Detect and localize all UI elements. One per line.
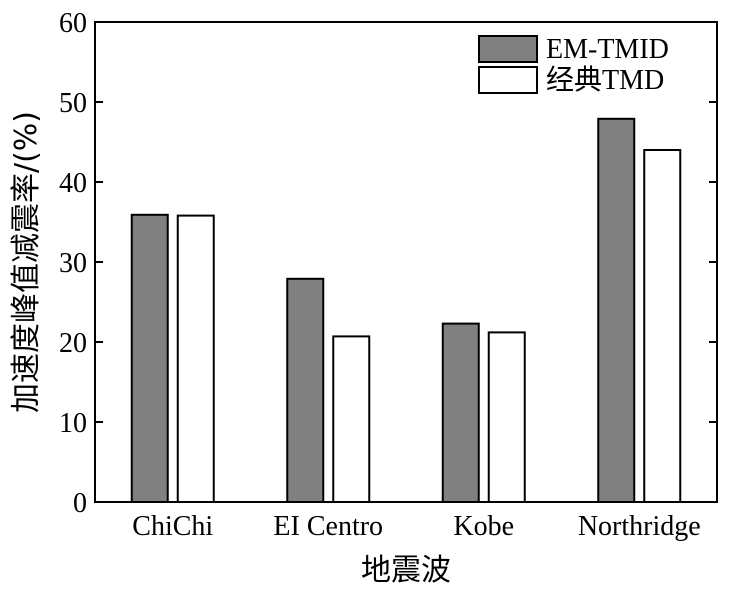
bar-classic-tmd-northridge [643, 149, 682, 503]
y-tick-label: 60 [59, 8, 87, 39]
bar-classic-tmd-kobe [487, 331, 526, 503]
bar-classic-tmd-chichi [176, 214, 215, 503]
y-axis: 0 10 20 30 40 50 60 [59, 8, 717, 519]
legend: EM-TMID 经典TMD [478, 34, 669, 96]
legend-swatch-classic-tmd [478, 66, 538, 94]
bar-em-tmid-northridge [597, 117, 636, 504]
y-axis-title: 加速度峰值减震率/(%) [9, 111, 44, 413]
bar-em-tmid-chichi [130, 213, 169, 504]
x-tick-label: EI Centro [273, 511, 383, 542]
y-tick-label: 20 [59, 328, 87, 359]
x-axis-title: 地震波 [361, 553, 451, 588]
y-tick-label: 10 [59, 408, 87, 439]
bar-em-tmid-kobe [441, 322, 480, 503]
y-tick-label: 0 [73, 488, 87, 519]
plot-frame [94, 21, 718, 503]
x-tick-label: ChiChi [132, 511, 213, 542]
bar-classic-tmd-ei-centro [332, 335, 371, 503]
legend-swatch-em-tmid [478, 35, 538, 63]
x-tick-label: Northridge [578, 511, 701, 542]
y-tick-label: 50 [59, 88, 87, 119]
bar-em-tmid-ei-centro [286, 277, 325, 503]
y-tick-label: 40 [59, 168, 87, 199]
x-axis: ChiChi EI Centro Kobe Northridge [132, 511, 700, 542]
y-tick-label: 30 [59, 248, 87, 279]
legend-label-em-tmid: EM-TMID [546, 34, 669, 65]
legend-label-classic-tmd: 经典TMD [546, 64, 664, 96]
bars-layer [130, 117, 682, 504]
x-tick-label: Kobe [453, 511, 514, 542]
